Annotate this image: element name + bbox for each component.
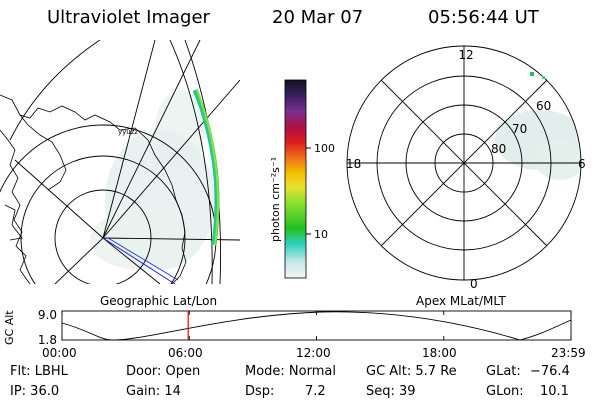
aurora-haze bbox=[535, 140, 581, 180]
x-tick-label: 23:59 bbox=[551, 346, 586, 360]
polar-plot bbox=[346, 45, 582, 281]
meridian bbox=[102, 40, 156, 239]
meridian bbox=[102, 237, 161, 284]
altitude-x-ticks bbox=[61, 311, 572, 340]
lat-circle bbox=[54, 189, 152, 284]
colorbar-unit-label: photon cm⁻²s⁻¹ bbox=[269, 157, 282, 242]
glon-value: 10.1 bbox=[540, 384, 569, 399]
mlat-label-80: 80 bbox=[491, 142, 506, 156]
x-tick-label: 12:00 bbox=[296, 346, 331, 360]
time-label: 05:56:44 UT bbox=[428, 7, 539, 28]
coastline bbox=[0, 129, 31, 284]
altitude-ytick-max: 9.0 bbox=[38, 308, 57, 322]
mode-info: Mode: Normal bbox=[245, 364, 336, 379]
outer-lat-arc bbox=[169, 40, 213, 284]
mlt-label-6: 6 bbox=[578, 157, 586, 171]
mlt-label-12: 12 bbox=[458, 48, 473, 62]
instrument-title: Ultraviolet Imager bbox=[47, 7, 210, 28]
aurora-arc-core bbox=[196, 89, 219, 246]
geographic-label: Geographic Lat/Lon bbox=[100, 294, 218, 308]
x-tick-label: 06:00 bbox=[168, 346, 203, 360]
altitude-plot bbox=[61, 310, 572, 341]
date-label: 20 Mar 07 bbox=[272, 7, 364, 28]
glon-label: GLon: bbox=[486, 384, 524, 399]
altitude-ytick-min: 1.8 bbox=[38, 333, 57, 347]
colorbar-tick-10: 10 bbox=[314, 228, 328, 241]
meridian bbox=[54, 237, 104, 284]
glat-value: −76.4 bbox=[530, 364, 570, 379]
ground-track bbox=[107, 237, 179, 281]
coastline bbox=[4, 204, 23, 241]
coastline bbox=[19, 114, 67, 191]
mlat-label-60: 60 bbox=[536, 99, 551, 113]
x-tick-label: 18:00 bbox=[422, 346, 457, 360]
seq-info: Seq: 39 bbox=[366, 384, 416, 399]
polar-axis bbox=[380, 79, 548, 247]
mlat-label-70: 70 bbox=[512, 122, 527, 136]
colorbar-gradient bbox=[284, 79, 307, 279]
aurora-haze bbox=[90, 90, 215, 270]
altitude-plot-frame bbox=[61, 310, 572, 341]
door-info: Door: Open bbox=[126, 364, 201, 379]
mlt-label-0: 0 bbox=[470, 277, 478, 291]
ground-track bbox=[102, 237, 176, 284]
map-city-label: yyuzz bbox=[118, 128, 138, 136]
apex-label: Apex MLat/MLT bbox=[416, 294, 506, 308]
altitude-curve bbox=[61, 311, 572, 341]
mlt-label-18: 18 bbox=[346, 157, 361, 171]
dsp-value: 7.2 bbox=[305, 384, 326, 399]
outer-lat-arc bbox=[9, 40, 101, 141]
glat-label: GLat: bbox=[486, 364, 521, 379]
gain-info: Gain: 14 bbox=[126, 384, 181, 399]
x-tick-label: 00:00 bbox=[42, 346, 77, 360]
meridian bbox=[102, 79, 240, 239]
aurora-spot bbox=[542, 76, 545, 79]
coastline bbox=[0, 94, 187, 284]
meridian bbox=[102, 40, 201, 239]
filter-info: Flt: LBHL bbox=[10, 364, 68, 379]
dsp-label: Dsp: bbox=[245, 384, 275, 399]
ip-info: IP: 36.0 bbox=[10, 384, 60, 399]
colorbar bbox=[284, 79, 311, 279]
altitude-ylabel: GC Alt bbox=[3, 310, 16, 345]
colorbar-tick-100: 100 bbox=[314, 142, 335, 155]
aurora-spot bbox=[530, 72, 534, 76]
gc-alt-info: GC Alt: 5.7 Re bbox=[366, 364, 457, 379]
meridian bbox=[14, 159, 104, 239]
